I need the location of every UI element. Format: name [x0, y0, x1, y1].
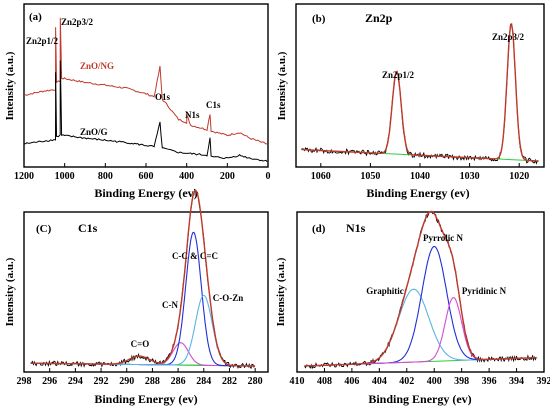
- annotation-zn2p1-2: Zn2p1/2: [26, 36, 59, 46]
- panel-b: 1060 1050 1040 1030 1020 (b) Zn2p Zn2p1/2 Zn…: [276, 3, 545, 200]
- panel-d-ylabel: Intensity (a.u.): [275, 257, 287, 326]
- panel-d-xtick-label: 408: [317, 376, 332, 387]
- panel-d-component-pyridinic-n: [304, 297, 537, 367]
- panel-a-xtick-label: 400: [179, 171, 194, 182]
- panel-d-xtick-label: 398: [454, 376, 469, 387]
- panel-d-xtick-label: 402: [399, 376, 414, 387]
- panel-d: 410 408 406 404 402 400 398 396 394 392 (d) N1s G…: [275, 210, 550, 406]
- annotation-b-zn2p3-2: Zn2p3/2: [492, 32, 525, 42]
- panel-c-xtick-label: 284: [196, 376, 211, 387]
- panel-d-xtick-label: 394: [509, 376, 524, 387]
- panel-b-xtick-label: 1060: [311, 171, 331, 182]
- annotation-c-cozn: C-O-Zn: [213, 293, 244, 303]
- panel-c-xtick-label: 296: [42, 376, 57, 387]
- annotation-d-graphitic: Graphitic: [366, 286, 404, 296]
- annotation-c-co: C=O: [131, 339, 150, 349]
- panel-d-xtick-label: 404: [372, 376, 387, 387]
- annotation-zn2p3-2: Zn2p3/2: [61, 17, 94, 27]
- panel-d-component-pyrrolic-n: [304, 246, 537, 367]
- series-zno-g-line: [24, 60, 268, 162]
- panel-a-xtick-label: 200: [220, 171, 235, 182]
- panel-d-xtick-label: 396: [482, 376, 497, 387]
- panel-a-xtick-label: 600: [139, 171, 154, 182]
- panel-a-xtick-label: 1000: [55, 171, 75, 182]
- panel-d-xtick-label: 406: [344, 376, 359, 387]
- panel-d-label: (d): [312, 223, 326, 235]
- panel-c-xtick-label: 286: [171, 376, 186, 387]
- annotation-c-cc: C-C & C=C: [172, 251, 218, 261]
- panel-d-xtick-label: 410: [290, 376, 305, 387]
- panel-c-envelope-line: [30, 189, 255, 367]
- panel-d-title: N1s: [346, 221, 366, 235]
- annotation-c1s: C1s: [206, 100, 221, 110]
- panel-c-xtick-label: 298: [17, 376, 32, 387]
- panel-b-xtick-label: 1050: [360, 171, 380, 182]
- panel-b-xtick-label: 1040: [410, 171, 430, 182]
- panel-a-xlabel: Binding Energy (ev): [94, 186, 197, 200]
- panel-a-xtick-label: 1200: [14, 171, 34, 182]
- panel-d-envelope-line: [304, 210, 537, 367]
- annotation-c-cn: C-N: [162, 300, 178, 310]
- panel-b-ylabel: Intensity (a.u.): [276, 51, 288, 120]
- panel-b-xtick-label: 1030: [460, 171, 480, 182]
- legend-znong: ZnO/NG: [80, 61, 114, 71]
- panel-d-frame: [296, 211, 545, 373]
- panel-c-frame: [23, 211, 269, 373]
- panel-b-xtick-label: 1020: [509, 171, 529, 182]
- legend-znog: ZnO/G: [80, 127, 108, 137]
- panel-c-xtick-label: 280: [248, 376, 263, 387]
- panel-a: 1200 1000 800 600 400 200 0 (a) Zn2p3/2 Zn2p1/…: [4, 3, 271, 200]
- panel-c-title: C1s: [78, 221, 98, 235]
- panel-c-label: (C): [36, 223, 52, 235]
- panel-c-xtick-label: 288: [145, 376, 160, 387]
- panel-d-xtick-label: 392: [537, 376, 550, 387]
- panel-b-title: Zn2p: [365, 11, 393, 25]
- panel-c-ylabel: Intensity (a.u.): [4, 257, 16, 326]
- panel-c-xtick-label: 290: [119, 376, 134, 387]
- panel-a-ylabel: Intensity (a.u.): [4, 51, 16, 120]
- annotation-n1s: N1s: [185, 110, 200, 120]
- annotation-b-zn2p1-2: Zn2p1/2: [382, 70, 415, 80]
- panel-c-xlabel: Binding Energy (ev): [94, 392, 197, 406]
- panel-a-label: (a): [29, 11, 42, 23]
- series-zno-ng-line: [23, 17, 268, 145]
- panel-b-envelope-line: [301, 22, 539, 162]
- panel-a-xtick-label: 800: [98, 171, 113, 182]
- annotation-d-pyrrolic: Pyrrolic N: [423, 233, 464, 243]
- panel-c-component-c-o-zn: [30, 294, 255, 367]
- panel-c-xtick-label: 294: [68, 376, 83, 387]
- annotation-d-pyridinic: Pyridinic N: [462, 286, 507, 296]
- panel-b-label: (b): [312, 13, 326, 25]
- panel-c-xtick-label: 282: [222, 376, 237, 387]
- panel-a-xtick-label: 0: [266, 171, 271, 182]
- annotation-o1s: O1s: [155, 92, 171, 102]
- panel-b-xlabel: Binding Energy (ev): [366, 186, 469, 200]
- panel-d-xlabel: Binding Energy (ev): [368, 392, 471, 406]
- panel-d-xtick-label: 400: [427, 376, 442, 387]
- panel-c-xtick-label: 292: [94, 376, 109, 387]
- panel-c: 298 296 294 292 290 288 286 284 282 280 (C) C1s C…: [4, 188, 269, 406]
